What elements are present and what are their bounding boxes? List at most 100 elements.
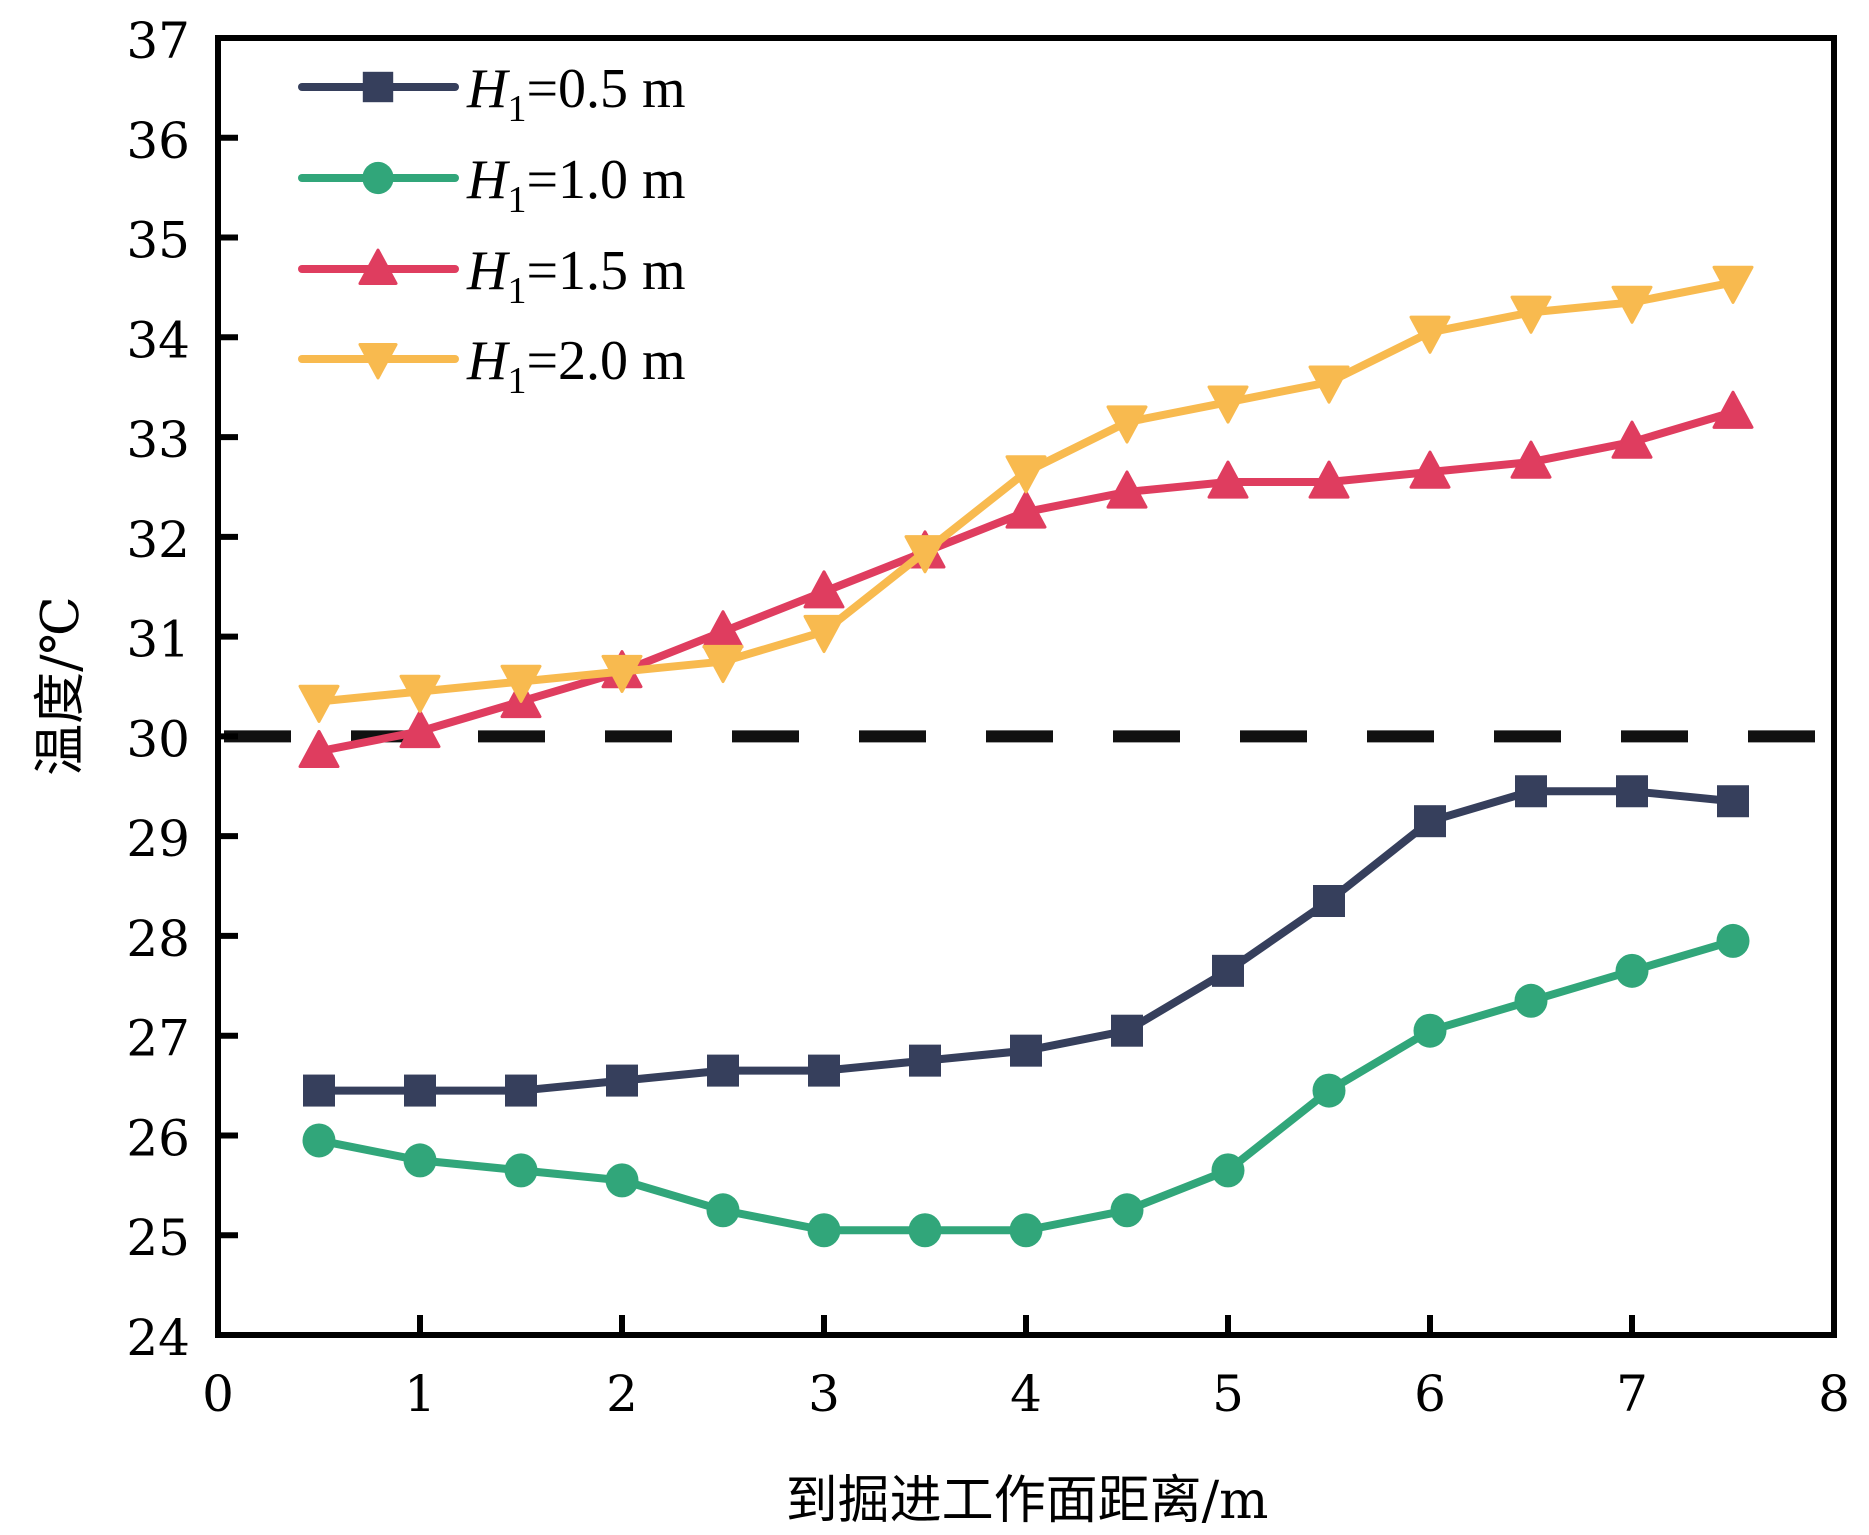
data-point-4-8 xyxy=(1005,455,1047,494)
series-1 xyxy=(303,775,1749,1107)
data-point-1-2 xyxy=(404,1074,436,1107)
x-tick-label-1: 1 xyxy=(404,1365,436,1423)
series-4 xyxy=(298,265,1754,723)
data-point-1-14 xyxy=(1616,775,1648,808)
data-point-4-15 xyxy=(1712,265,1754,304)
data-point-2-12 xyxy=(1413,1013,1447,1048)
y-tick-label-33: 33 xyxy=(126,411,190,469)
data-point-1-15 xyxy=(1717,785,1749,818)
data-point-4-3 xyxy=(500,664,542,703)
legend-symbol: H xyxy=(466,149,510,211)
data-point-2-13 xyxy=(1514,983,1548,1018)
data-point-3-10 xyxy=(1207,460,1249,499)
y-axis-title: 温度/℃ xyxy=(31,596,91,776)
legend-item-2: H1=1.0 m xyxy=(298,149,686,221)
legend-marker-4 xyxy=(358,343,398,380)
y-tick-label-27: 27 xyxy=(126,1010,190,1068)
y-tick-label-31: 31 xyxy=(126,611,190,669)
legend: H1=0.5 mH1=1.0 mH1=1.5 mH1=2.0 m xyxy=(298,58,686,402)
legend-marker-3 xyxy=(358,248,398,285)
data-point-1-6 xyxy=(808,1054,840,1087)
data-point-1-1 xyxy=(303,1074,335,1107)
data-point-4-5 xyxy=(702,644,744,684)
legend-value: =2.0 m xyxy=(526,330,685,392)
y-tick-label-25: 25 xyxy=(126,1209,190,1267)
data-point-3-14 xyxy=(1611,420,1653,459)
data-point-2-3 xyxy=(504,1153,538,1188)
data-point-4-12 xyxy=(1409,315,1451,354)
data-point-2-11 xyxy=(1312,1073,1346,1108)
legend-symbol: H xyxy=(466,330,510,392)
data-point-3-6 xyxy=(803,570,845,609)
data-point-1-12 xyxy=(1414,805,1446,838)
data-point-4-14 xyxy=(1611,285,1653,324)
legend-value: =1.0 m xyxy=(526,149,685,211)
y-tick-label-28: 28 xyxy=(126,910,190,968)
x-tick-label-3: 3 xyxy=(808,1365,840,1423)
data-point-1-4 xyxy=(606,1064,638,1097)
series-2 xyxy=(302,923,1750,1248)
x-tick-label-5: 5 xyxy=(1212,1365,1244,1423)
data-point-1-8 xyxy=(1010,1034,1042,1067)
legend-subscript: 1 xyxy=(507,270,526,312)
data-point-1-13 xyxy=(1515,775,1547,808)
legend-item-4: H1=2.0 m xyxy=(298,330,686,402)
data-point-3-8 xyxy=(1005,490,1047,529)
x-tick-label-4: 4 xyxy=(1010,1365,1042,1423)
data-point-1-10 xyxy=(1212,954,1244,987)
legend-subscript: 1 xyxy=(507,360,526,402)
y-tick-label-37: 37 xyxy=(126,12,190,70)
data-point-3-15 xyxy=(1712,390,1754,429)
data-point-4-10 xyxy=(1207,385,1249,424)
data-point-2-10 xyxy=(1211,1153,1245,1188)
y-tick-label-34: 34 xyxy=(126,311,190,369)
data-point-1-11 xyxy=(1313,885,1345,918)
data-point-2-2 xyxy=(403,1143,437,1178)
y-tick-label-35: 35 xyxy=(126,212,190,270)
data-point-2-4 xyxy=(605,1163,639,1198)
legend-label-2: H1=1.0 m xyxy=(466,149,686,221)
data-point-4-1 xyxy=(298,684,340,723)
y-tick-label-36: 36 xyxy=(126,112,190,170)
data-point-2-7 xyxy=(908,1213,942,1248)
legend-item-3: H1=1.5 m xyxy=(298,240,686,312)
data-point-2-1 xyxy=(302,1123,336,1158)
data-point-2-14 xyxy=(1615,953,1649,988)
legend-item-1: H1=0.5 m xyxy=(298,58,686,130)
x-tick-label-7: 7 xyxy=(1616,1365,1648,1423)
y-tick-label-32: 32 xyxy=(126,511,190,569)
x-tick-label-0: 0 xyxy=(202,1365,234,1423)
data-point-1-3 xyxy=(505,1074,537,1107)
y-tick-label-26: 26 xyxy=(126,1109,190,1167)
legend-symbol: H xyxy=(466,58,510,120)
data-point-4-4 xyxy=(601,654,643,693)
data-point-4-13 xyxy=(1510,295,1552,334)
legend-marker-1 xyxy=(362,71,394,103)
legend-subscript: 1 xyxy=(507,88,526,130)
y-tick-label-29: 29 xyxy=(126,810,190,868)
legend-symbol: H xyxy=(466,240,510,302)
data-point-3-12 xyxy=(1409,450,1451,489)
data-point-4-11 xyxy=(1308,365,1350,404)
series-layer xyxy=(298,265,1754,1248)
data-point-2-8 xyxy=(1009,1213,1043,1248)
data-point-1-7 xyxy=(909,1044,941,1077)
x-tick-label-6: 6 xyxy=(1414,1365,1446,1423)
y-tick-label-24: 24 xyxy=(126,1309,190,1367)
legend-marker-2 xyxy=(362,161,394,195)
x-axis-title: 到掘进工作面距离/m xyxy=(786,1471,1269,1531)
data-point-1-9 xyxy=(1111,1014,1143,1047)
data-point-4-6 xyxy=(803,614,845,654)
data-point-2-5 xyxy=(706,1193,740,1228)
data-point-3-9 xyxy=(1106,470,1148,509)
data-point-4-9 xyxy=(1106,405,1148,444)
data-point-2-6 xyxy=(807,1213,841,1248)
series-3 xyxy=(298,390,1754,769)
data-point-3-1 xyxy=(298,729,340,769)
data-point-2-9 xyxy=(1110,1193,1144,1228)
x-tick-label-2: 2 xyxy=(606,1365,638,1423)
legend-value: =0.5 m xyxy=(526,58,685,120)
data-point-4-7 xyxy=(904,535,946,574)
